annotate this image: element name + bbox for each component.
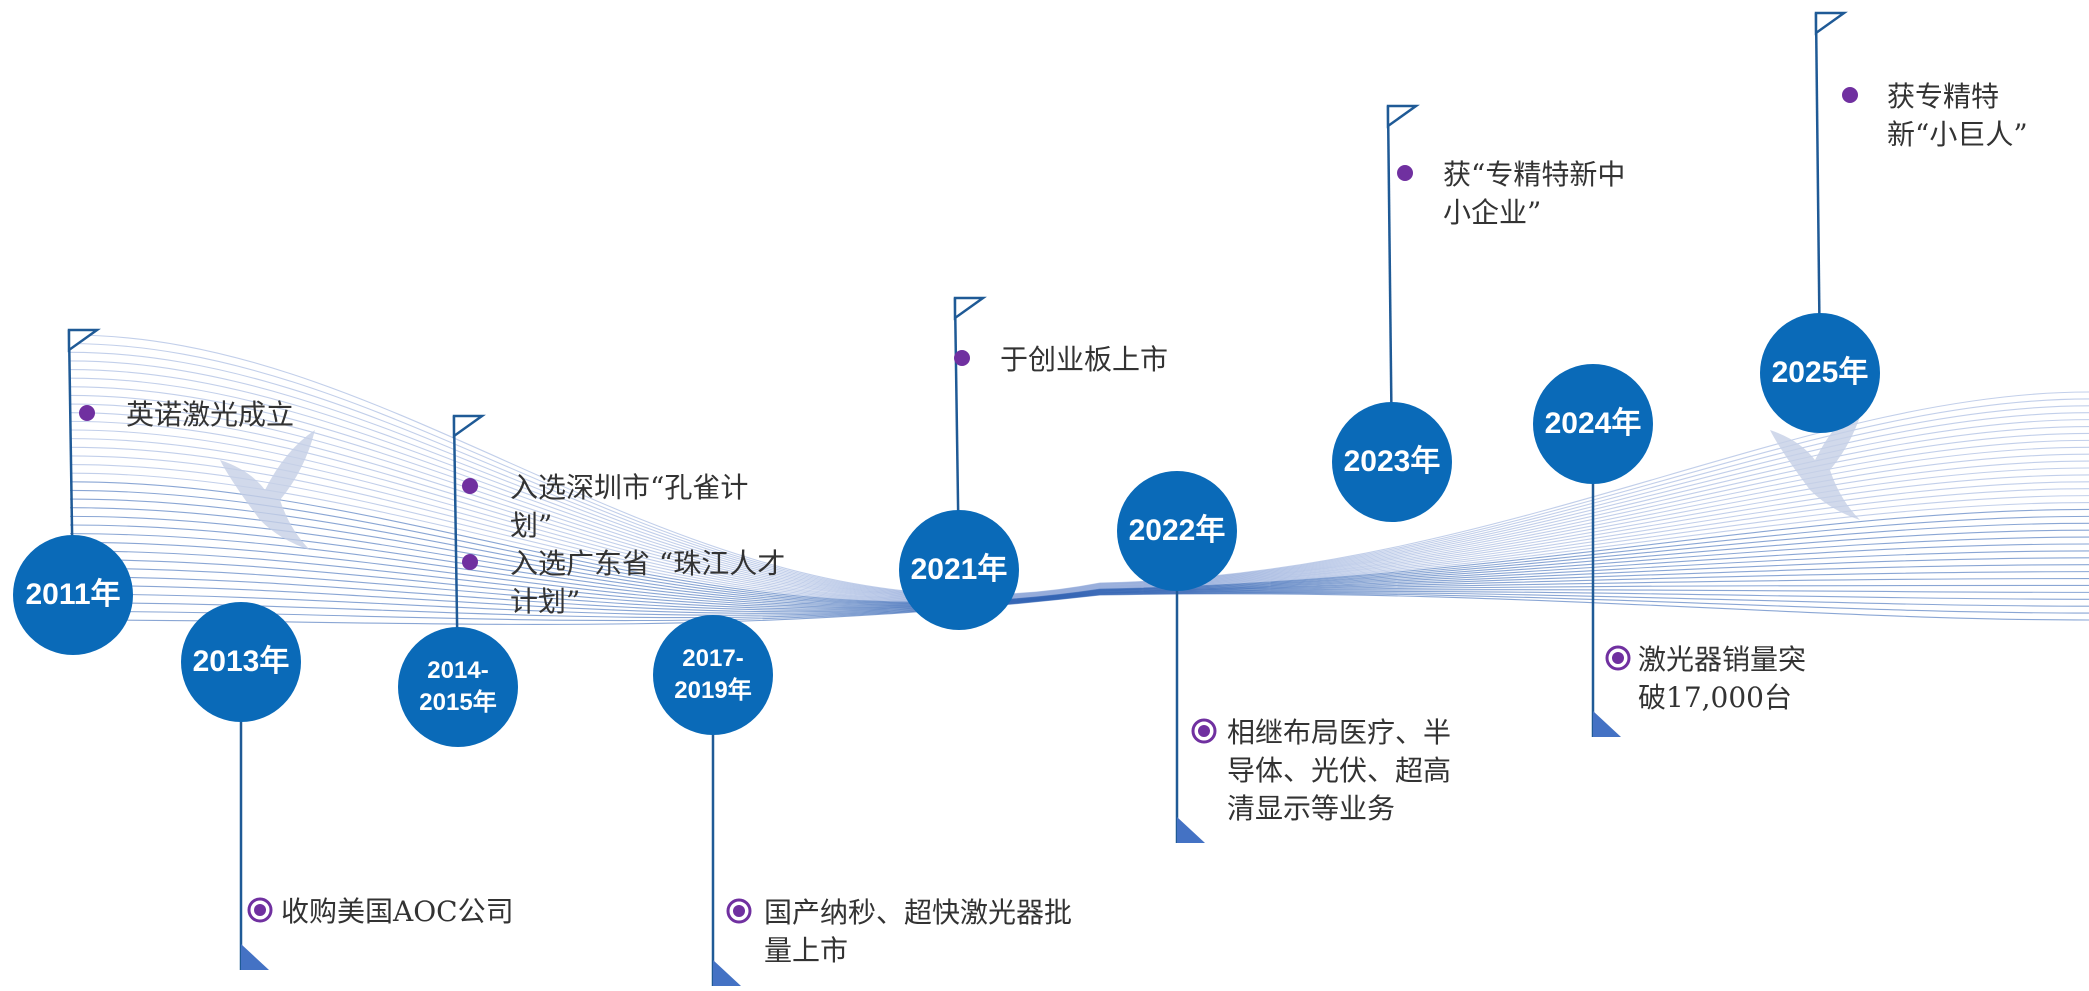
flag — [955, 298, 983, 318]
event-text: 收购美国AOC公司 — [281, 893, 601, 931]
bullet — [79, 405, 95, 421]
event-text: 相继布局医疗、半导体、光伏、超高清显示等业务 — [1227, 714, 1467, 828]
bullet — [462, 554, 478, 570]
event-text: 获专精特新“小巨人” — [1887, 78, 2047, 154]
bullet — [462, 478, 478, 494]
flag — [1388, 106, 1416, 126]
event-text: 获“专精特新中小企业” — [1443, 156, 1628, 232]
wave-line — [70, 560, 2089, 610]
year-circle: 2011年 — [13, 535, 133, 655]
year-circle: 2023年 — [1332, 402, 1452, 522]
bullet — [733, 905, 745, 917]
year-circle: 2021年 — [899, 510, 1019, 630]
event-text: 于创业板上市 — [1000, 341, 1300, 379]
flag — [1177, 817, 1205, 843]
wave-line — [70, 482, 2089, 603]
flag — [69, 330, 97, 350]
bullet — [1842, 87, 1858, 103]
event-text: 国产纳秒、超快激光器批量上市 — [764, 894, 1094, 970]
bullet — [1198, 725, 1210, 737]
bullet — [1397, 165, 1413, 181]
event-text: 英诺激光成立 — [126, 396, 386, 434]
bullet — [254, 904, 266, 916]
bullet — [1612, 652, 1624, 664]
timeline: 英诺激光成立 2011年收购美国AOC公司 2013年 入选深圳市“孔雀计划”入选广东… — [0, 0, 2089, 991]
year-circle: 2013年 — [181, 602, 301, 722]
bird-silhouette — [220, 430, 315, 550]
flag — [241, 944, 269, 970]
timeline-graphics — [0, 0, 2089, 991]
wave-line — [70, 473, 2089, 602]
year-circle: 2014-2015年 — [398, 627, 518, 747]
flag — [454, 416, 482, 436]
event-text: 入选广东省 “珠江人才计划” — [510, 545, 810, 621]
flag — [1816, 13, 1844, 33]
flag — [1593, 711, 1621, 737]
year-circle: 2022年 — [1117, 471, 1237, 591]
event-text: 入选深圳市“孔雀计划” — [510, 469, 780, 545]
year-circle: 2024年 — [1533, 364, 1653, 484]
year-circle: 2025年 — [1760, 313, 1880, 433]
event-text: 激光器销量突破17,000台 — [1638, 641, 1823, 717]
year-circle: 2017-2019年 — [653, 615, 773, 735]
wave-line — [70, 594, 2089, 625]
flag — [713, 960, 741, 986]
bullet — [954, 350, 970, 366]
